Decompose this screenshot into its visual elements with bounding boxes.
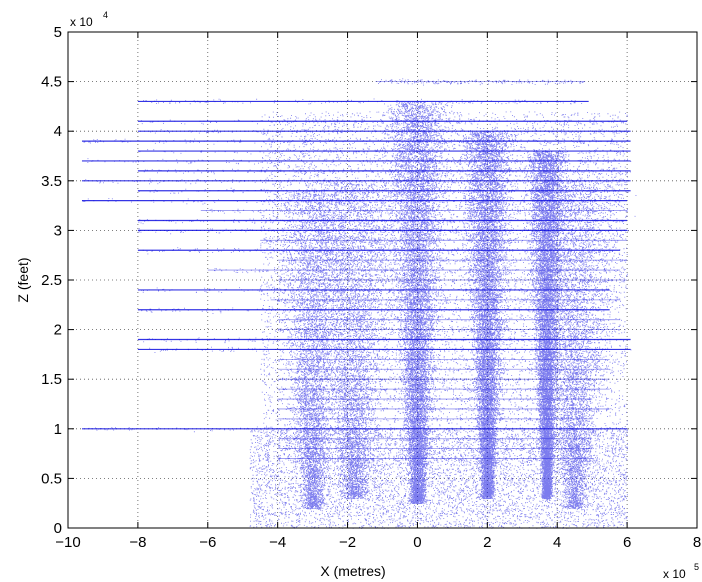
y-tick-label: 1 xyxy=(54,421,62,438)
x-multiplier-base: x 10 xyxy=(663,567,686,581)
x-tick-label: 6 xyxy=(623,534,631,551)
x-tick-label: 8 xyxy=(693,534,701,551)
y-tick-label: 3.5 xyxy=(41,173,62,190)
x-tick-labels: −10 −8 −6 −4 −2 0 2 4 6 8 xyxy=(55,534,701,551)
y-tick-labels: 0 0.5 1 1.5 2 2.5 3 3.5 4 4.5 5 xyxy=(41,24,62,537)
y-tick-label: 0 xyxy=(54,520,62,537)
y-tick-label: 4 xyxy=(54,123,62,140)
x-tick-label: −2 xyxy=(339,534,356,551)
axis-ticks xyxy=(67,31,698,529)
y-tick-label: 4.5 xyxy=(41,74,62,91)
x-multiplier-exponent: 5 xyxy=(694,562,699,572)
y-tick-label: 2 xyxy=(54,322,62,339)
data-points xyxy=(81,78,637,529)
y-multiplier-exponent: 4 xyxy=(103,10,108,20)
y-tick-label: 3 xyxy=(54,222,62,239)
y-tick-label: 0.5 xyxy=(41,470,62,487)
x-tick-label: −10 xyxy=(55,534,80,551)
x-axis-label: X (metres) xyxy=(320,563,385,579)
y-tick-label: 5 xyxy=(54,24,62,41)
x-tick-label: 0 xyxy=(413,534,421,551)
y-tick-label: 1.5 xyxy=(41,371,62,388)
y-tick-label: 2.5 xyxy=(41,272,62,289)
y-multiplier-base: x 10 xyxy=(70,15,93,29)
scatter-points xyxy=(82,78,637,529)
x-tick-label: −6 xyxy=(199,534,216,551)
y-axis-label: Z (feet) xyxy=(15,257,31,302)
x-tick-label: −8 xyxy=(129,534,146,551)
x-tick-label: 4 xyxy=(553,534,561,551)
x-tick-label: 2 xyxy=(483,534,491,551)
x-tick-label: −4 xyxy=(269,534,286,551)
